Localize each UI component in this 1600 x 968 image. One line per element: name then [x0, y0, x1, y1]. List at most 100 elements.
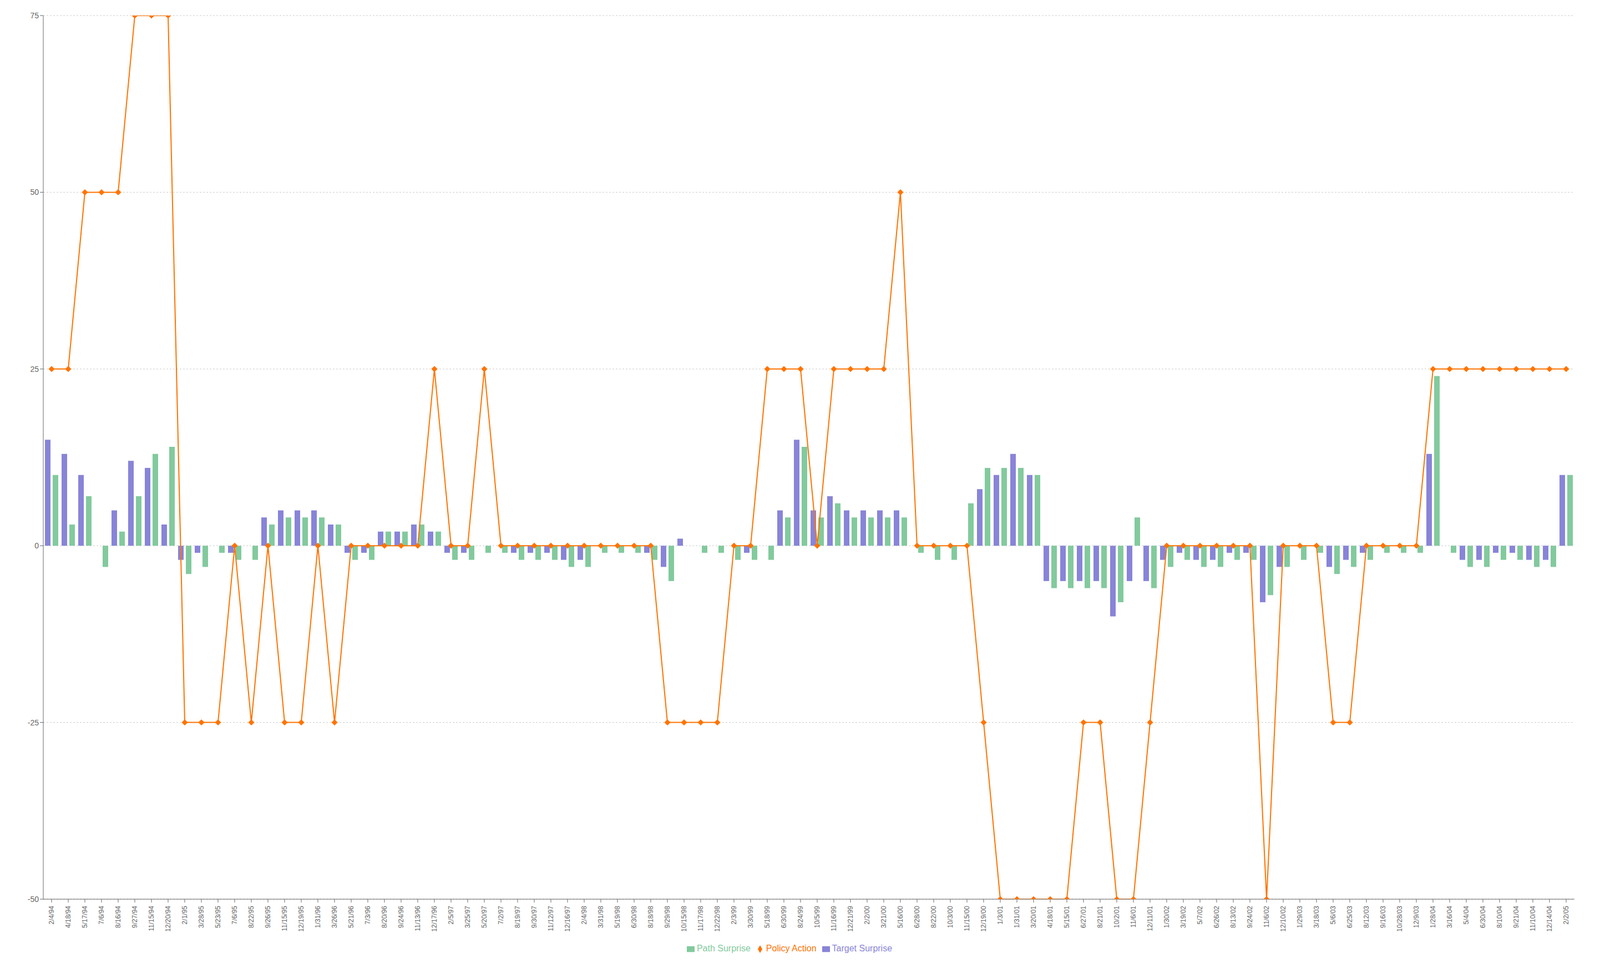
svg-text:12/21/99: 12/21/99	[846, 905, 855, 932]
svg-text:8/24/99: 8/24/99	[796, 905, 805, 928]
svg-text:8/18/98: 8/18/98	[646, 905, 655, 928]
svg-text:12/11/01: 12/11/01	[1146, 905, 1154, 931]
svg-text:11/15/94: 11/15/94	[147, 905, 156, 931]
svg-text:0: 0	[34, 540, 39, 550]
svg-text:9/16/03: 9/16/03	[1379, 905, 1387, 928]
svg-text:7/6/94: 7/6/94	[97, 905, 106, 925]
svg-text:8/13/02: 8/13/02	[1229, 905, 1238, 928]
svg-text:3/28/95: 3/28/95	[197, 905, 206, 928]
svg-text:3/31/98: 3/31/98	[596, 905, 605, 928]
svg-text:12/10/02: 12/10/02	[1279, 905, 1288, 932]
svg-text:11/16/99: 11/16/99	[829, 905, 838, 931]
svg-text:9/21/04: 9/21/04	[1512, 905, 1521, 928]
svg-text:8/22/00: 8/22/00	[929, 905, 938, 928]
svg-text:6/30/98: 6/30/98	[630, 905, 639, 928]
svg-text:4/18/01: 4/18/01	[1046, 905, 1055, 928]
svg-text:2/3/99: 2/3/99	[730, 905, 738, 925]
svg-text:3/19/02: 3/19/02	[1179, 905, 1188, 928]
svg-text:9/24/96: 9/24/96	[397, 905, 405, 928]
svg-text:6/30/04: 6/30/04	[1479, 905, 1487, 928]
svg-text:-25: -25	[27, 717, 39, 727]
svg-text:8/10/04: 8/10/04	[1495, 905, 1504, 928]
svg-text:11/13/96: 11/13/96	[413, 905, 422, 931]
svg-text:9/30/97: 9/30/97	[530, 905, 539, 928]
svg-text:10/28/03: 10/28/03	[1395, 905, 1404, 932]
svg-text:1/31/96: 1/31/96	[314, 905, 322, 928]
svg-text:2/5/97: 2/5/97	[447, 905, 455, 925]
svg-text:2/4/98: 2/4/98	[580, 905, 589, 925]
svg-text:-50: -50	[27, 894, 39, 904]
svg-text:9/26/95: 9/26/95	[264, 905, 272, 928]
svg-text:11/12/97: 11/12/97	[547, 905, 555, 931]
svg-text:12/16/97: 12/16/97	[563, 905, 572, 932]
svg-text:7/6/95: 7/6/95	[230, 905, 239, 925]
svg-text:6/26/02: 6/26/02	[1212, 905, 1221, 928]
svg-text:10/3/00: 10/3/00	[946, 905, 955, 928]
svg-text:11/6/02: 11/6/02	[1262, 905, 1271, 928]
svg-text:11/10/04: 11/10/04	[1528, 905, 1537, 931]
svg-text:2/4/94: 2/4/94	[47, 905, 56, 925]
svg-text:12/14/04: 12/14/04	[1545, 905, 1554, 932]
svg-text:12/20/94: 12/20/94	[164, 905, 172, 932]
svg-text:1/28/04: 1/28/04	[1429, 905, 1437, 928]
svg-text:6/28/00: 6/28/00	[913, 905, 921, 928]
svg-text:2/2/00: 2/2/00	[863, 905, 872, 925]
html-text:Policy Action: Policy Action	[766, 943, 817, 953]
svg-text:2/1/95: 2/1/95	[180, 905, 189, 925]
svg-text:8/12/03: 8/12/03	[1362, 905, 1371, 928]
svg-text:12/17/96: 12/17/96	[430, 905, 439, 932]
svg-text:7/3/96: 7/3/96	[363, 905, 372, 925]
svg-text:12/9/03: 12/9/03	[1412, 905, 1421, 928]
svg-text:25: 25	[29, 364, 39, 374]
svg-text:3/16/04: 3/16/04	[1445, 905, 1454, 928]
svg-text:5/7/02: 5/7/02	[1196, 905, 1204, 925]
svg-text:10/5/99: 10/5/99	[813, 905, 822, 928]
svg-text:10/15/98: 10/15/98	[680, 905, 688, 932]
svg-text:5/15/01: 5/15/01	[1062, 905, 1071, 928]
svg-text:1/29/03: 1/29/03	[1295, 905, 1304, 928]
svg-text:5/21/96: 5/21/96	[347, 905, 356, 928]
svg-text:8/16/94: 8/16/94	[114, 905, 123, 928]
svg-text:5/4/04: 5/4/04	[1462, 905, 1471, 925]
svg-text:9/29/98: 9/29/98	[663, 905, 672, 928]
svg-text:3/25/97: 3/25/97	[463, 905, 472, 928]
svg-text:11/17/98: 11/17/98	[696, 905, 705, 931]
svg-text:11/15/00: 11/15/00	[963, 905, 971, 931]
svg-text:3/20/01: 3/20/01	[1029, 905, 1038, 928]
svg-text:7/2/97: 7/2/97	[497, 905, 505, 925]
svg-text:3/21/00: 3/21/00	[879, 905, 888, 928]
svg-text:12/19/00: 12/19/00	[979, 905, 988, 932]
svg-text:8/22/95: 8/22/95	[247, 905, 256, 928]
svg-text:8/19/97: 8/19/97	[513, 905, 522, 928]
svg-text:3/30/99: 3/30/99	[746, 905, 755, 928]
svg-text:1/31/01: 1/31/01	[1013, 905, 1021, 928]
svg-text:5/17/94: 5/17/94	[80, 905, 89, 928]
svg-text:4/18/94: 4/18/94	[64, 905, 73, 928]
svg-text:6/25/03: 6/25/03	[1345, 905, 1354, 928]
svg-text:6/30/99: 6/30/99	[780, 905, 788, 928]
svg-text:1/30/02: 1/30/02	[1162, 905, 1171, 928]
svg-text:1/3/01: 1/3/01	[996, 905, 1005, 925]
svg-text:5/18/99: 5/18/99	[763, 905, 772, 928]
svg-text:5/6/03: 5/6/03	[1329, 905, 1338, 925]
svg-text:12/19/95: 12/19/95	[297, 905, 306, 932]
svg-text:10/2/01: 10/2/01	[1112, 905, 1121, 928]
svg-text:5/16/00: 5/16/00	[896, 905, 905, 928]
svg-text:8/21/01: 8/21/01	[1096, 905, 1105, 928]
svg-text:12/22/98: 12/22/98	[713, 905, 722, 932]
svg-text:8/20/96: 8/20/96	[380, 905, 389, 928]
svg-text:3/26/96: 3/26/96	[330, 905, 339, 928]
svg-text:5/20/97: 5/20/97	[480, 905, 489, 928]
svg-text:5/19/98: 5/19/98	[613, 905, 622, 928]
svg-text:9/24/02: 9/24/02	[1246, 905, 1254, 928]
svg-text:11/15/95: 11/15/95	[280, 905, 289, 931]
svg-text:11/6/01: 11/6/01	[1129, 905, 1138, 928]
svg-text:9/27/94: 9/27/94	[130, 905, 139, 928]
svg-text:50: 50	[29, 187, 39, 197]
svg-text:3/18/03: 3/18/03	[1312, 905, 1321, 928]
svg-text:5/23/95: 5/23/95	[214, 905, 222, 928]
svg-text:6/27/01: 6/27/01	[1079, 905, 1088, 928]
svg-text:75: 75	[29, 11, 39, 20]
html-text:Path Surprise: Path Surprise	[696, 943, 751, 953]
svg-text:2/2/05: 2/2/05	[1562, 905, 1571, 925]
